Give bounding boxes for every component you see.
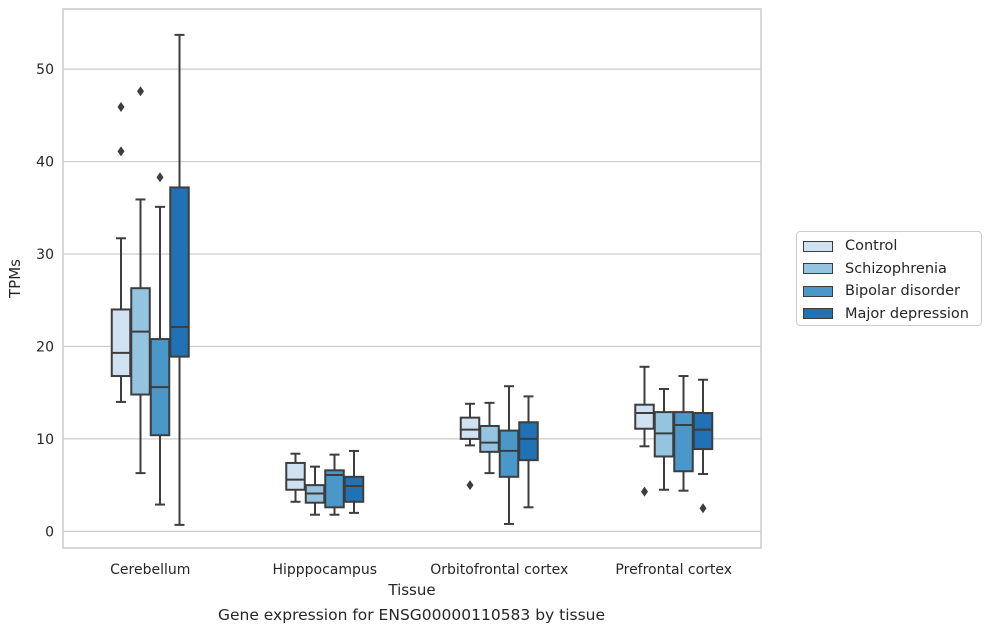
outlier-point [156,172,164,183]
x-tick-label: Orbitofrontal cortex [430,562,568,578]
legend-swatch-bipolar-disorder [803,285,833,297]
box-control-2 [459,402,481,491]
box-bipolar-disorder-1 [324,453,345,516]
box-control-1 [285,452,306,503]
legend-swatch-major-depression [803,308,833,320]
legend-label: Major depression [845,305,969,322]
x-tick-label: Cerebellum [110,562,190,578]
box-major-depression-3 [692,378,714,514]
legend: Control Schizophrenia Bipolar disorder M… [796,231,982,326]
boxes [110,33,714,526]
legend-item-control: Control [803,235,981,258]
y-tick-label: 0 [45,524,54,540]
y-tick-label: 20 [36,339,54,355]
outlier-point [466,480,474,491]
iqr-box [498,429,520,478]
iqr-box [110,308,132,378]
iqr-box [130,287,151,396]
box-major-depression-2 [518,395,539,509]
grid-lines [63,68,761,532]
outlier-point [117,146,125,157]
x-tick-label: Prefrontal cortex [615,562,732,578]
iqr-box [343,475,365,503]
iqr-box [479,424,500,453]
outlier-point [117,102,125,112]
box-schizophrenia-3 [653,387,675,491]
legend-swatch-control [803,240,833,252]
box-bipolar-disorder-0 [149,172,171,506]
box-bipolar-disorder-2 [498,385,520,525]
outlier-point [699,503,707,514]
legend-label: Bipolar disorder [845,283,960,300]
iqr-box [673,411,694,473]
iqr-box [285,461,306,491]
y-tick-label: 50 [36,62,54,78]
box-major-depression-0 [169,33,190,526]
box-major-depression-1 [343,449,365,514]
x-axis-label: Tissue [387,581,435,599]
legend-item-schizophrenia: Schizophrenia [803,258,981,281]
outlier-point [641,486,648,497]
legend-item-bipolar-disorder: Bipolar disorder [803,280,981,303]
box-schizophrenia-0 [130,86,151,475]
iqr-box [692,412,714,451]
y-tick-label: 30 [36,247,54,263]
plot-frame [62,8,762,549]
y-tick-label: 10 [36,432,54,448]
box-bipolar-disorder-3 [673,375,694,492]
box-control-0 [110,102,132,403]
iqr-box [518,421,539,462]
y-axis-label: TPMs [6,259,24,299]
x-tick-labels: Cerebellum Hipppocampus Orbitofrontal cort… [110,562,732,578]
box-schizophrenia-2 [479,401,500,475]
outlier-point [137,86,144,97]
legend-label: Control [845,238,898,255]
iqr-box [169,186,190,358]
chart-caption: Gene expression for ENSG00000110583 by t… [217,606,606,624]
legend-label: Schizophrenia [845,260,947,277]
box-control-3 [634,365,655,497]
iqr-box [634,403,655,430]
legend-swatch-schizophrenia [803,263,833,275]
iqr-box [459,416,481,440]
legend-item-major-depression: Major depression [803,303,981,326]
y-tick-labels: 0 10 20 30 40 50 [36,62,54,540]
y-tick-label: 40 [36,155,54,171]
x-tick-label: Hipppocampus [272,562,377,578]
box-schizophrenia-1 [304,465,326,516]
